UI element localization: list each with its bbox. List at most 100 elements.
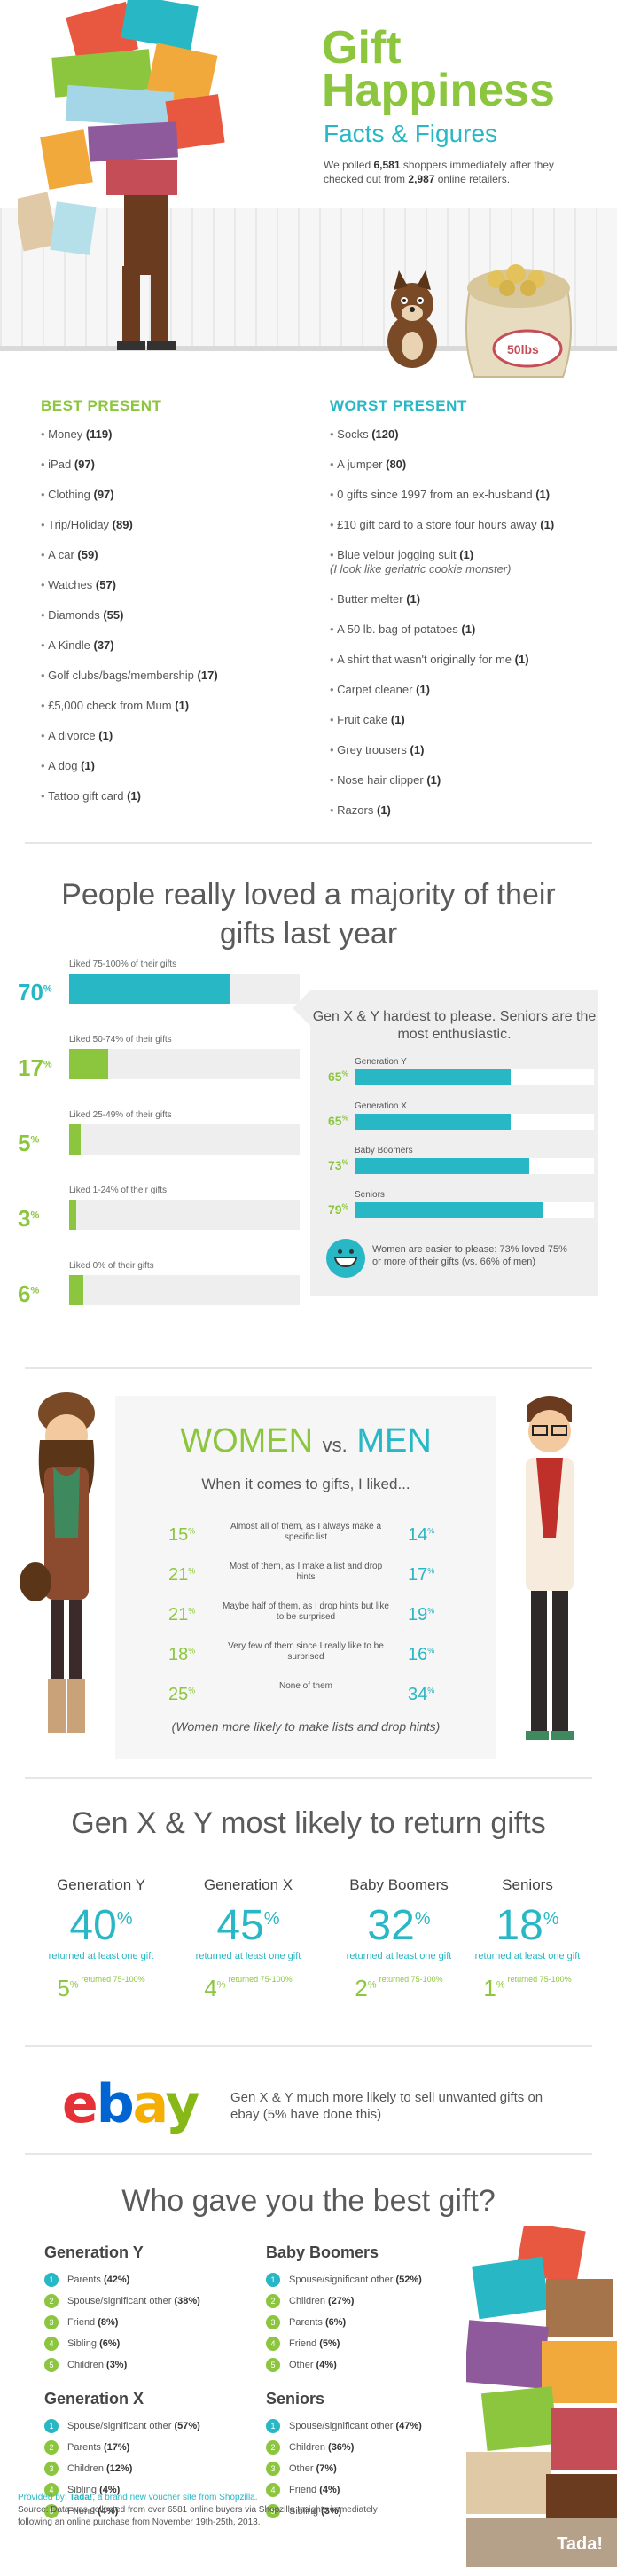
- returns-group-name: Seniors: [502, 1876, 553, 1893]
- returned-one-caption: returned at least one gift: [195, 1951, 301, 1961]
- retailers-count: 2,987: [408, 173, 435, 185]
- liked-bar-fill: [69, 974, 230, 1004]
- hero-section: 50lbs Gift Happiness Facts & Figures We …: [0, 0, 617, 381]
- worst-present-heading: WORST PRESENT: [330, 397, 467, 414]
- returns-group: Baby Boomers 32% returned at least one gif…: [328, 1876, 470, 2002]
- women-percent: 21%: [168, 1605, 196, 1625]
- generation-label: Generation Y: [355, 1057, 407, 1067]
- best-present-item: iPad (97): [41, 458, 307, 472]
- presents-section: BEST PRESENT Money (119) iPad (97) Clothin…: [0, 381, 617, 842]
- loved-title: People really loved a majority of their …: [61, 878, 556, 951]
- women-vs-men-row: 21% Maybe half of them, as I drop hints b…: [168, 1600, 443, 1635]
- women-vs-men-row: 21% Most of them, as I make a list and dr…: [168, 1560, 443, 1595]
- men-percent: 19%: [408, 1605, 435, 1625]
- women-vs-men-statement: Most of them, as I make a list and drop …: [229, 1562, 383, 1582]
- shoppers-count: 6,581: [373, 159, 401, 171]
- liked-bar-row: 17% Liked 50-74% of their gifts: [18, 1035, 301, 1088]
- worst-present-item: Butter melter (1): [330, 592, 596, 607]
- generation-label: Baby Boomers: [355, 1146, 413, 1155]
- rank-badge: 3: [44, 2462, 59, 2476]
- section-divider: [25, 2045, 592, 2047]
- returned-one-percent: 40%: [69, 1902, 133, 1949]
- who-list-item: 2 Children (27%): [266, 2294, 479, 2308]
- generation-bar-fill: [355, 1114, 511, 1130]
- who-group-list: 1 Parents (42%) 2 Spouse/significant other …: [44, 2273, 257, 2372]
- who-list-item: 3 Children (12%): [44, 2462, 257, 2476]
- gift-pile-illustration: [466, 2226, 617, 2567]
- liked-bar-fill: [69, 1275, 83, 1305]
- who-group: Seniors 1 Spouse/significant other (47%) 2 C…: [266, 2390, 479, 2525]
- ebay-text: Gen X & Y much more likely to sell unwan…: [230, 2090, 543, 2122]
- liked-bar-track: [69, 974, 300, 1004]
- worst-present-item: Razors (1): [330, 803, 596, 818]
- women-vs-men-note: (Women more likely to make lists and dro…: [171, 1719, 441, 1734]
- who-title: Who gave you the best gift?: [121, 2184, 496, 2218]
- who-group: Baby Boomers 1 Spouse/significant other (5…: [266, 2243, 479, 2379]
- worst-present-item: Blue velour jogging suit (1)(I look like…: [330, 548, 596, 576]
- liked-bar-track: [69, 1200, 300, 1230]
- rank-badge: 2: [266, 2294, 280, 2308]
- who-list-item: 4 Friend (4%): [266, 2483, 479, 2497]
- best-present-column: BEST PRESENT Money (119) iPad (97) Clothin…: [41, 397, 307, 819]
- rank-badge: 5: [44, 2504, 59, 2518]
- rank-badge: 5: [266, 2358, 280, 2372]
- who-group-name: Seniors: [266, 2390, 325, 2408]
- who-group: Generation Y 1 Parents (42%) 2 Spouse/signif…: [44, 2243, 257, 2379]
- rank-badge: 3: [44, 2315, 59, 2329]
- returned-one-percent: 18%: [496, 1902, 559, 1949]
- returned-most-percent: 2%returned 75-100%: [355, 1975, 443, 2001]
- returned-most-percent: 1%returned 75-100%: [483, 1975, 572, 2001]
- dog-illustration: [387, 270, 437, 368]
- section-divider: [25, 842, 592, 844]
- rank-badge: 1: [266, 2419, 280, 2433]
- women-vs-men-panel: WOMEN vs. MEN When it comes to gifts, I …: [115, 1396, 496, 1759]
- returns-group-name: Generation Y: [57, 1876, 145, 1893]
- generation-bar-track: [355, 1069, 594, 1085]
- returns-group: Generation Y 40% returned at least one gif…: [30, 1876, 172, 2002]
- who-list-item: 2 Children (36%): [266, 2440, 479, 2455]
- rank-badge: 2: [44, 2294, 59, 2308]
- best-present-item: A car (59): [41, 548, 307, 562]
- liked-label: Liked 50-74% of their gifts: [69, 1035, 172, 1045]
- returns-group: Generation X 45% returned at least one gif…: [177, 1876, 319, 2002]
- generation-bar-fill: [355, 1202, 544, 1218]
- who-list-item: 1 Spouse/significant other (57%): [44, 2419, 257, 2433]
- who-list-item: 5 Children (3%): [44, 2358, 257, 2372]
- generation-label: Seniors: [355, 1190, 385, 1200]
- returned-most-percent: 5%returned 75-100%: [57, 1975, 145, 2001]
- callout-arrow: [293, 990, 310, 1026]
- generation-heading: Gen X & Y hardest to please. Seniors are…: [312, 1009, 597, 1042]
- footer: Provided by: Tada!, a brand new voucher …: [18, 2492, 408, 2529]
- worst-present-item: A 50 lb. bag of potatoes (1): [330, 622, 596, 637]
- sack-label: 50lbs: [507, 342, 539, 356]
- men-percent: 34%: [408, 1685, 435, 1704]
- women-percent: 18%: [168, 1645, 196, 1664]
- best-present-item: Golf clubs/bags/membership (17): [41, 669, 307, 683]
- who-list-item: 1 Spouse/significant other (47%): [266, 2419, 479, 2433]
- best-present-item: Clothing (97): [41, 488, 307, 502]
- source-note: Source: Data was collected from over 658…: [18, 2505, 378, 2527]
- rank-badge: 3: [266, 2315, 280, 2329]
- returns-section: Gen X & Y most likely to return gifts Ge…: [0, 1779, 617, 2045]
- worst-present-item: 0 gifts since 1997 from an ex-husband (1…: [330, 488, 596, 502]
- men-percent: 14%: [408, 1525, 435, 1545]
- women-percent: 25%: [168, 1685, 196, 1704]
- section-divider: [25, 2153, 592, 2155]
- liked-bar-fill: [69, 1049, 109, 1079]
- who-group: Generation X 1 Spouse/significant other (5…: [44, 2390, 257, 2525]
- who-list-item: 3 Friend (8%): [44, 2315, 257, 2329]
- women-vs-men-row: 15% Almost all of them, as I always make …: [168, 1520, 443, 1555]
- tada-brand-link[interactable]: Tada!: [69, 2493, 93, 2502]
- liked-label: Liked 25-49% of their gifts: [69, 1110, 172, 1120]
- best-present-item: £5,000 check from Mum (1): [41, 699, 307, 713]
- generation-percent: 65%: [328, 1114, 348, 1128]
- provided-by: Provided by: Tada!, a brand new voucher …: [18, 2493, 258, 2502]
- women-vs-men-statement: Very few of them since I really like to …: [228, 1641, 384, 1662]
- liked-percent: 6%: [18, 1280, 40, 1307]
- man-illustration: [526, 1396, 574, 1740]
- who-list-item: 5 Other (4%): [266, 2358, 479, 2372]
- worst-present-item: Nose hair clipper (1): [330, 773, 596, 787]
- returned-one-caption: returned at least one gift: [474, 1951, 581, 1961]
- worst-present-list: Socks (120) A jumper (80) 0 gifts since 19…: [330, 427, 596, 818]
- generation-bar-row: Generation X 65%: [328, 1101, 594, 1137]
